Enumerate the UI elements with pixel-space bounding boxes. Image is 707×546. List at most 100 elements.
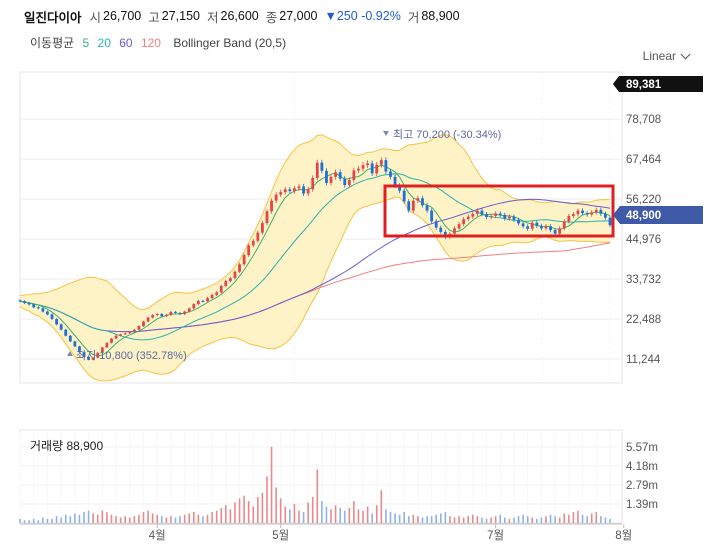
volume-bar	[522, 514, 524, 523]
candle	[59, 323, 63, 331]
candle	[489, 213, 493, 220]
volume-bar	[444, 512, 447, 523]
high-marker-arrow	[383, 131, 389, 136]
candle	[585, 210, 589, 217]
volume-bar	[458, 516, 460, 523]
candle	[160, 313, 164, 318]
candle	[270, 198, 273, 214]
indicator-legend[interactable]: 이동평균 5 20 60 120 Bollinger Band (20,5)	[30, 34, 291, 51]
y-tick-label: 56,220	[626, 194, 661, 206]
ma60-label[interactable]: 60	[119, 36, 133, 50]
high-marker: 최고 70,200 (-30.34%)	[383, 128, 501, 141]
candle	[526, 224, 530, 231]
candle	[27, 301, 31, 306]
ma60-line	[19, 198, 611, 333]
x-tick-label: 7월	[487, 529, 504, 542]
candle	[238, 262, 241, 274]
candle	[68, 334, 72, 343]
volume-bar	[549, 514, 552, 523]
candle	[210, 293, 214, 300]
max-price-tag: 89,381	[613, 76, 703, 92]
volume-bar	[197, 514, 200, 523]
y-tick-label: 22,488	[626, 314, 661, 326]
volume-tick-label: 1.39m	[626, 499, 658, 511]
candle	[567, 213, 571, 224]
candle	[430, 208, 434, 224]
candle	[512, 214, 516, 223]
volume-bar	[476, 516, 479, 523]
volume-bar	[577, 510, 579, 523]
candle	[599, 207, 603, 217]
volume-tick-label: 2.79m	[626, 480, 658, 492]
candle	[434, 219, 438, 230]
candles	[18, 157, 612, 361]
volume-bar	[257, 497, 259, 523]
volume-bar	[128, 517, 131, 523]
volume-bar	[74, 513, 76, 523]
x-tick-label: 4월	[149, 529, 166, 542]
volume-bar	[92, 513, 94, 523]
candle	[73, 340, 77, 348]
candle	[343, 175, 347, 188]
ma5-label[interactable]: 5	[82, 36, 90, 50]
candle	[18, 299, 22, 303]
volume-bar	[517, 516, 520, 523]
volume-bar	[284, 506, 287, 523]
candle	[55, 318, 58, 326]
volume-bar	[234, 502, 236, 523]
candle	[247, 243, 251, 257]
candle	[169, 310, 173, 316]
volume-bar	[165, 517, 168, 523]
candle	[137, 325, 141, 331]
candle	[32, 303, 36, 309]
candle	[352, 167, 356, 183]
candle	[457, 222, 461, 231]
low-marker-arrow	[67, 351, 73, 356]
candle	[608, 215, 612, 228]
candle	[498, 211, 502, 218]
volume-bar	[270, 446, 273, 523]
volume-tick-label: 5.57m	[626, 442, 658, 454]
volume-bar	[247, 501, 250, 523]
candle	[485, 211, 488, 220]
volume-bar	[298, 510, 300, 523]
candle	[219, 284, 223, 294]
candle	[366, 160, 369, 168]
y-tick-label: 44,976	[626, 234, 661, 246]
volume-bar	[604, 517, 607, 523]
stock-name: 일진다이아	[24, 10, 82, 25]
volume-bar	[119, 517, 122, 523]
ma20-label[interactable]: 20	[97, 36, 111, 50]
candle	[347, 177, 351, 188]
volume-bar	[485, 518, 488, 523]
candle	[407, 199, 411, 213]
candle	[155, 313, 159, 317]
candle	[41, 307, 45, 313]
low-label: 저	[207, 10, 219, 25]
volume-bar	[481, 517, 483, 523]
volume-bar	[508, 518, 511, 523]
candle	[544, 224, 548, 231]
volume-bar	[60, 517, 62, 523]
volume-bar	[28, 520, 30, 523]
volume-value: 88,900	[421, 9, 460, 23]
volume-bar	[554, 516, 556, 523]
scale-toggle[interactable]: Linear	[643, 49, 691, 63]
volume-bar	[51, 518, 53, 523]
volume-bar	[302, 512, 305, 523]
candle	[50, 313, 54, 320]
volume-bar	[215, 510, 218, 523]
volume-bar	[37, 520, 40, 523]
volume-bar	[540, 517, 543, 523]
ma120-label[interactable]: 120	[140, 36, 161, 50]
volume-bar	[42, 517, 44, 523]
candle	[549, 224, 552, 233]
bollinger-label[interactable]: Bollinger Band (20,5)	[173, 36, 287, 50]
volume-bar	[357, 509, 360, 523]
current-price-tag: 48,900	[613, 206, 703, 224]
candle	[539, 223, 543, 231]
volume-panel-title: 거래량 88,900	[30, 439, 104, 453]
volume-bar	[385, 509, 387, 523]
volume-bar	[490, 517, 492, 523]
